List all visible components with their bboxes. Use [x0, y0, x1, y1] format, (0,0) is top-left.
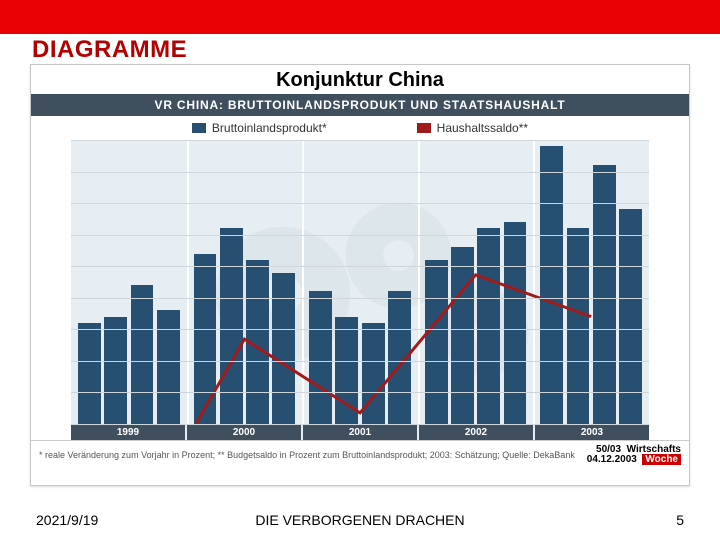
slide-heading: DIAGRAMME: [32, 36, 187, 64]
source-logo-b: Woche: [642, 454, 681, 465]
gridline: [71, 298, 649, 299]
gridline: [71, 235, 649, 236]
source-logo: 50/03 Wirtschafts 04.12.2003 Woche: [587, 445, 681, 465]
x-axis-label: 2000: [187, 424, 303, 440]
x-axis: 19992000200120022003: [71, 424, 649, 440]
chart-subtitle: VR CHINA: BRUTTOINLANDSPRODUKT UND STAAT…: [31, 94, 689, 116]
gridline: [71, 203, 649, 204]
chart-legend: Bruttoinlandsprodukt* Haushaltssaldo**: [31, 116, 689, 140]
slide-footer: 2021/9/19 DIE VERBORGENEN DRACHEN 5: [0, 500, 720, 540]
legend-item-bip: Bruttoinlandsprodukt*: [192, 121, 327, 135]
top-red-bar: [0, 0, 720, 34]
trend-line: [129, 275, 591, 440]
legend-swatch-saldo: [417, 123, 431, 133]
gridline: [71, 424, 649, 425]
slide: DIAGRAMME Konjunktur China VR CHINA: BRU…: [0, 0, 720, 540]
gridline: [71, 140, 649, 141]
chart-footnote: * reale Veränderung zum Vorjahr in Proze…: [39, 450, 575, 460]
legend-swatch-bip: [192, 123, 206, 133]
gridline: [71, 266, 649, 267]
x-axis-label: 1999: [71, 424, 187, 440]
gridline: [71, 392, 649, 393]
x-axis-label: 2001: [303, 424, 419, 440]
page-number: 5: [676, 512, 684, 528]
line-layer: [71, 140, 649, 440]
x-axis-label: 2002: [419, 424, 535, 440]
source-tag-bottom: 04.12.2003: [587, 454, 637, 465]
gridline: [71, 329, 649, 330]
legend-label-saldo: Haushaltssaldo**: [437, 121, 528, 135]
legend-item-saldo: Haushaltssaldo**: [417, 121, 528, 135]
gridline: [71, 361, 649, 362]
footer-date: 2021/9/19: [36, 512, 98, 528]
x-axis-label: 2003: [535, 424, 649, 440]
chart-container: Konjunktur China VR CHINA: BRUTTOINLANDS…: [30, 64, 690, 486]
chart-title: Konjunktur China: [31, 65, 689, 94]
plot-area: 19992000200120022003 -1,65,5-1,86,0-2,06…: [71, 140, 649, 440]
gridline: [71, 172, 649, 173]
footer-title: DIE VERBORGENEN DRACHEN: [0, 512, 720, 528]
chart-footnote-row: * reale Veränderung zum Vorjahr in Proze…: [31, 440, 689, 469]
legend-label-bip: Bruttoinlandsprodukt*: [212, 121, 327, 135]
